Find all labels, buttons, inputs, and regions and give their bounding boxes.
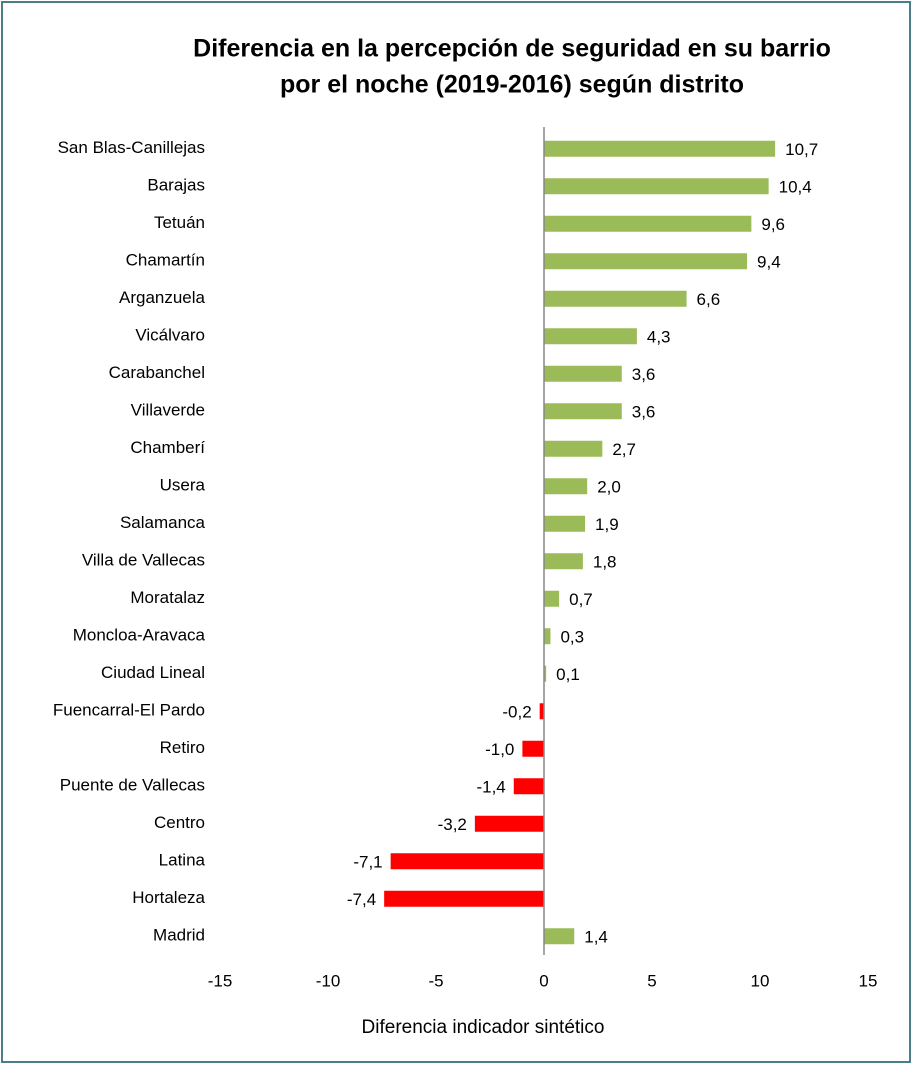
data-label: 9,6 xyxy=(761,215,785,234)
data-label: 2,0 xyxy=(597,478,621,497)
y-tick-label: Villa de Vallecas xyxy=(82,551,205,570)
bar xyxy=(544,403,622,420)
bar xyxy=(513,778,544,795)
y-tick-label: Retiro xyxy=(160,738,205,757)
y-tick-label: Moncloa-Aravaca xyxy=(73,626,206,645)
y-tick-label: Moratalaz xyxy=(130,588,205,607)
y-tick-label: Puente de Vallecas xyxy=(60,776,205,795)
x-axis-title: Diferencia indicador sintético xyxy=(362,1017,605,1038)
data-label: 3,6 xyxy=(632,403,656,422)
bar xyxy=(544,215,752,232)
data-label: 10,4 xyxy=(779,178,812,197)
x-tick-label: -5 xyxy=(428,971,443,990)
y-tick-label: Vicálvaro xyxy=(135,326,205,345)
x-tick-label: 15 xyxy=(859,971,878,990)
bar xyxy=(544,253,748,270)
data-label: 3,6 xyxy=(632,365,656,384)
bar xyxy=(384,890,544,907)
bar xyxy=(544,515,586,532)
data-label: -3,2 xyxy=(438,815,467,834)
data-label: 0,7 xyxy=(569,590,593,609)
data-label: 0,1 xyxy=(556,665,580,684)
data-label: 6,6 xyxy=(697,290,721,309)
bar xyxy=(474,815,544,832)
data-label: -7,1 xyxy=(353,853,382,872)
data-label: -1,0 xyxy=(485,740,514,759)
data-label: 2,7 xyxy=(612,440,636,459)
bar xyxy=(544,290,687,307)
data-label: 1,9 xyxy=(595,515,619,534)
bar xyxy=(544,590,560,607)
bar xyxy=(544,178,769,195)
data-label: 1,8 xyxy=(593,553,617,572)
y-tick-label: Madrid xyxy=(153,926,205,945)
x-tick-label: 10 xyxy=(751,971,770,990)
y-tick-label: Fuencarral-El Pardo xyxy=(53,701,205,720)
y-tick-label: Usera xyxy=(160,476,206,495)
y-tick-label: Carabanchel xyxy=(109,363,205,382)
x-tick-label: -10 xyxy=(316,971,341,990)
x-tick-label: 5 xyxy=(647,971,656,990)
x-tick-label: 0 xyxy=(539,971,548,990)
bar xyxy=(539,703,544,720)
bar xyxy=(544,628,551,645)
x-tick-label: -15 xyxy=(208,971,233,990)
y-tick-label: Ciudad Lineal xyxy=(101,663,205,682)
bar xyxy=(544,478,588,495)
bar xyxy=(522,740,544,757)
data-label: 4,3 xyxy=(647,328,671,347)
y-tick-label: Salamanca xyxy=(120,513,206,532)
data-label: 9,4 xyxy=(757,253,781,272)
bar xyxy=(390,853,544,870)
y-tick-label: San Blas-Canillejas xyxy=(58,138,205,157)
y-tick-label: Chamartín xyxy=(126,251,205,270)
bar xyxy=(544,365,622,382)
y-tick-label: Barajas xyxy=(147,176,205,195)
data-label: -0,2 xyxy=(502,703,531,722)
y-tick-label: Chamberí xyxy=(130,438,205,457)
y-tick-label: Tetuán xyxy=(154,213,205,232)
bar xyxy=(544,140,776,157)
bar xyxy=(544,553,583,570)
data-label: -1,4 xyxy=(476,778,505,797)
y-tick-label: Latina xyxy=(159,851,206,870)
data-label: 1,4 xyxy=(584,928,608,947)
data-label: -7,4 xyxy=(347,890,376,909)
bar xyxy=(544,928,575,945)
y-tick-label: Hortaleza xyxy=(132,888,205,907)
chart-title: Diferencia en la percepción de seguridad… xyxy=(193,35,831,63)
bar xyxy=(544,440,603,457)
y-tick-label: Centro xyxy=(154,813,205,832)
chart-title: por el noche (2019-2016) según distrito xyxy=(280,71,744,99)
bar xyxy=(544,328,637,345)
data-label: 10,7 xyxy=(785,140,818,159)
y-tick-label: Arganzuela xyxy=(119,288,206,307)
bar xyxy=(544,665,547,682)
y-tick-label: Villaverde xyxy=(131,401,205,420)
data-label: 0,3 xyxy=(560,628,584,647)
